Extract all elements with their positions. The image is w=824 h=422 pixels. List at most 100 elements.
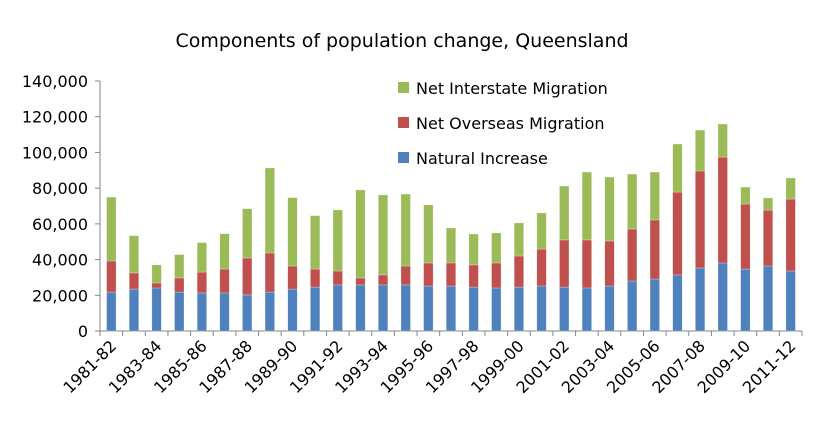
bar-net-interstate-migration (513, 222, 524, 257)
bar-net-overseas-migration (468, 264, 479, 288)
bar-natural-increase (242, 294, 253, 332)
bar-net-interstate-migration (695, 129, 706, 172)
bar-stack-1995-96 (423, 204, 434, 332)
bar-net-interstate-migration (627, 173, 638, 230)
bar-net-overseas-migration (740, 203, 751, 270)
bar-net-interstate-migration (740, 186, 751, 205)
bar-natural-increase (310, 286, 321, 332)
bar-natural-increase (423, 285, 434, 332)
bar-stack-1986-87 (219, 233, 230, 332)
bar-stack-2004-05 (627, 173, 638, 332)
bar-net-overseas-migration (785, 198, 796, 272)
bar-natural-increase (196, 292, 207, 332)
bar-natural-increase (446, 285, 456, 332)
y-tick-label: 0 (78, 322, 88, 341)
bar-net-interstate-migration (128, 235, 139, 274)
bar-natural-increase (355, 284, 366, 332)
y-tick-label: 140,000 (22, 72, 88, 91)
bar-net-overseas-migration (763, 209, 774, 267)
bar-stack-1982-83 (128, 235, 139, 332)
bar-net-overseas-migration (332, 270, 343, 286)
bar-natural-increase (219, 292, 230, 332)
bar-natural-increase (468, 286, 479, 332)
legend-swatch-natural-increase (398, 152, 409, 163)
bar-natural-increase (604, 285, 615, 332)
bar-stack-1988-89 (264, 167, 275, 332)
bar-net-overseas-migration (695, 170, 706, 269)
bar-net-overseas-migration (649, 219, 660, 280)
bar-net-interstate-migration (355, 189, 366, 279)
bar-net-interstate-migration (717, 123, 728, 158)
legend-item-net-overseas-migration: Net Overseas Migration (398, 114, 605, 133)
bar-net-interstate-migration (581, 171, 592, 241)
bar-stack-1983-84 (151, 264, 162, 332)
bar-stack-2003-04 (604, 176, 615, 332)
y-tick-label: 80,000 (32, 179, 88, 198)
bars (106, 123, 796, 332)
bar-net-overseas-migration (310, 268, 321, 288)
bar-natural-increase (332, 284, 343, 332)
legend-label-net-overseas: Net Overseas Migration (416, 114, 605, 133)
bar-stack-2002-03 (581, 171, 592, 332)
bar-stack-2010-11 (763, 197, 774, 332)
bar-net-interstate-migration (446, 227, 456, 264)
x-axis: 1981-821983-841985-861987-881989-901991-… (59, 330, 803, 397)
bar-stack-1994-95 (400, 193, 411, 332)
bar-net-interstate-migration (264, 167, 275, 254)
bar-net-interstate-migration (559, 185, 570, 241)
bar-net-interstate-migration (287, 197, 298, 267)
bar-natural-increase (378, 284, 389, 332)
bar-natural-increase (649, 278, 660, 332)
bar-natural-increase (740, 268, 751, 332)
bar-natural-increase (491, 287, 502, 332)
bar-net-overseas-migration (559, 239, 570, 288)
bar-natural-increase (695, 267, 706, 332)
bar-natural-increase (151, 287, 162, 332)
bar-stack-2005-06 (649, 171, 660, 332)
bar-natural-increase (763, 265, 774, 332)
bar-stack-1985-86 (196, 242, 207, 332)
bar-stack-2001-02 (559, 185, 570, 332)
bar-net-overseas-migration (128, 272, 139, 290)
bar-net-overseas-migration (151, 282, 162, 289)
bar-stack-2006-07 (672, 143, 683, 332)
bar-net-interstate-migration (536, 212, 547, 250)
bar-net-overseas-migration (287, 265, 298, 290)
bar-stack-1997-98 (468, 233, 479, 332)
y-tick-label: 60,000 (32, 215, 88, 234)
y-axis: 0 20,000 40,000 60,000 80,000 100,000 120,000 1… (22, 72, 101, 341)
legend-swatch-net-overseas (398, 117, 409, 128)
bar-stack-1998-99 (491, 232, 502, 332)
bar-stack-1992-93 (355, 189, 366, 332)
bar-net-overseas-migration (264, 252, 275, 293)
bar-net-interstate-migration (151, 264, 162, 284)
bar-stack-2000-01 (536, 212, 547, 332)
bar-natural-increase (536, 285, 547, 332)
bar-net-overseas-migration (604, 240, 615, 287)
bar-net-interstate-migration (106, 196, 117, 262)
bar-net-overseas-migration (242, 257, 253, 296)
bar-stack-1996-97 (446, 227, 456, 332)
bar-net-interstate-migration (423, 204, 434, 264)
bar-natural-increase (513, 286, 524, 332)
legend-item-net-interstate-migration: Net Interstate Migration (398, 79, 608, 98)
bar-net-interstate-migration (672, 143, 683, 193)
bar-net-interstate-migration (174, 254, 185, 279)
bar-natural-increase (581, 287, 592, 332)
bar-net-overseas-migration (536, 248, 547, 287)
y-tick-label: 120,000 (22, 108, 88, 127)
bar-natural-increase (785, 270, 796, 332)
bar-net-overseas-migration (423, 262, 434, 287)
legend: Net Interstate Migration Net Overseas Mi… (398, 79, 608, 168)
legend-label-natural-increase: Natural Increase (416, 149, 548, 168)
bar-net-interstate-migration (332, 209, 343, 272)
bar-net-overseas-migration (355, 277, 366, 286)
bar-natural-increase (717, 262, 728, 332)
bar-net-interstate-migration (310, 215, 321, 270)
bar-net-overseas-migration (491, 262, 502, 289)
bar-net-interstate-migration (763, 197, 774, 211)
bar-net-overseas-migration (378, 274, 389, 286)
bar-net-interstate-migration (242, 208, 253, 259)
